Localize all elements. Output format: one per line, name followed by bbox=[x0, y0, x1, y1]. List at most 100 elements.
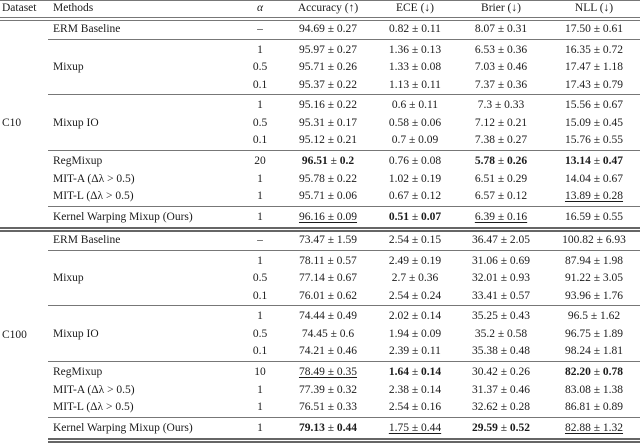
method-label: Kernel Warping Mixup (Ours) bbox=[48, 416, 240, 443]
ece-cell: 1.64 ± 0.14 bbox=[376, 361, 454, 382]
table-row: Mixup 1 78.11 ± 0.57 2.49 ± 0.19 31.06 ± 0.6… bbox=[0, 249, 640, 306]
table-row: 0.5 95.31 ± 0.17 0.58 ± 0.06 7.12 ± 0.21 15.… bbox=[0, 115, 640, 132]
table-row: C10 ERM Baseline – 94.69 ± 0.27 0.82 ± 0.11 8… bbox=[0, 19, 640, 129]
table-row: RegMixup 20 96.51 ± 0.2 0.76 ± 0.08 5.78 ± 0… bbox=[0, 149, 640, 171]
ece-cell: 0.7 ± 0.09 bbox=[391, 134, 439, 147]
alpha-cell: 0.1 bbox=[252, 78, 268, 91]
table-row: Kernel Warping Mixup (Ours) 1 96.16 ± 0.09… bbox=[0, 205, 640, 230]
brier-cell: 29.59 ± 0.52 bbox=[454, 416, 548, 443]
table-row: C100 ERM Baseline –73.47 ± 1.59 2.54 ± 0.15… bbox=[0, 226, 640, 441]
alpha-cell: 0.1 bbox=[252, 345, 268, 358]
accuracy-cell: 95.31 ± 0.17 bbox=[298, 116, 358, 129]
method-label: Kernel Warping Mixup (Ours) bbox=[48, 205, 240, 230]
nll-cell: 82.20 ± 0.78 bbox=[548, 361, 640, 382]
ece-cell: 2.38 ± 0.14 bbox=[388, 383, 442, 396]
col-header-alpha: α bbox=[240, 0, 280, 21]
brier-cell: 6.57 ± 0.12 bbox=[474, 190, 528, 203]
brier-cell: 7.03 ± 0.46 bbox=[474, 61, 528, 74]
accuracy-cell: 96.51 ± 0.2 bbox=[280, 149, 376, 171]
ece-cell: 1.02 ± 0.19 bbox=[388, 172, 442, 185]
nll-cell: 87.94 ± 1.98 bbox=[548, 249, 640, 271]
col-header-dataset: Dataset bbox=[0, 0, 48, 21]
alpha-cell: 0.1 bbox=[252, 134, 268, 147]
nll-cell: 17.43 ± 0.79 bbox=[564, 78, 624, 91]
col-header-brier: Brier (↓) bbox=[454, 0, 548, 21]
ece-cell: 2.54 ± 0.15 bbox=[376, 226, 454, 251]
alpha-cell: 1 bbox=[240, 94, 280, 115]
nll-cell: 14.04 ± 0.67 bbox=[564, 172, 624, 185]
accuracy-cell: 95.71 ± 0.26 bbox=[298, 61, 358, 74]
header-row: Dataset Methods α Accuracy (↑) ECE (↓) B… bbox=[0, 0, 640, 21]
alpha-cell: 0.5 bbox=[252, 116, 268, 129]
method-label: ERM Baseline bbox=[53, 22, 121, 35]
nll-cell: 15.09 ± 0.45 bbox=[564, 116, 624, 129]
brier-cell: 7.37 ± 0.36 bbox=[474, 78, 528, 91]
alpha-cell: – bbox=[240, 226, 280, 251]
accuracy-cell: 95.78 ± 0.22 bbox=[298, 172, 358, 185]
brier-cell: 35.25 ± 0.43 bbox=[454, 305, 548, 327]
table-row: MIT-A (Δλ > 0.5) 1 77.39 ± 0.32 2.38 ± 0.14… bbox=[0, 382, 640, 399]
nll-cell: 96.5 ± 1.62 bbox=[548, 305, 640, 327]
ece-cell: 0.58 ± 0.06 bbox=[388, 116, 442, 129]
brier-cell: 33.41 ± 0.57 bbox=[471, 289, 531, 302]
ece-cell: 2.02 ± 0.14 bbox=[376, 305, 454, 327]
table-body: C10 ERM Baseline –94.69 ± 0.27 0.82 ± 0.11 8… bbox=[0, 19, 640, 443]
alpha-cell: 1 bbox=[257, 190, 263, 203]
accuracy-cell: 95.37 ± 0.22 bbox=[298, 78, 358, 91]
ece-cell: 1.94 ± 0.09 bbox=[388, 327, 442, 340]
ece-cell: 0.51 ± 0.07 bbox=[376, 205, 454, 230]
ece-cell: 1.33 ± 0.08 bbox=[388, 61, 442, 74]
col-header-methods: Methods bbox=[48, 0, 240, 21]
ece-cell: 0.67 ± 0.12 bbox=[388, 190, 442, 203]
nll-cell: 17.47 ± 1.18 bbox=[564, 61, 624, 74]
brier-cell: 8.07 ± 0.31 bbox=[474, 22, 528, 35]
accuracy-cell: 96.16 ± 0.09 bbox=[280, 205, 376, 230]
ece-cell: 2.39 ± 0.11 bbox=[389, 345, 441, 358]
col-header-ece: ECE (↓) bbox=[376, 0, 454, 21]
method-label: Mixup IO bbox=[48, 305, 240, 362]
accuracy-cell: 74.44 ± 0.49 bbox=[280, 305, 376, 327]
brier-cell: 6.53 ± 0.36 bbox=[454, 38, 548, 60]
brier-cell: 35.38 ± 0.48 bbox=[471, 345, 531, 358]
method-label: RegMixup bbox=[48, 149, 240, 171]
method-label: Mixup IO bbox=[48, 94, 240, 151]
alpha-cell: 20 bbox=[240, 149, 280, 171]
table-row: 0.5 74.45 ± 0.6 1.94 ± 0.09 35.2 ± 0.58 96.7… bbox=[0, 326, 640, 343]
alpha-cell: 1 bbox=[240, 249, 280, 271]
method-label: RegMixup bbox=[48, 361, 240, 382]
ece-cell: 1.13 ± 0.11 bbox=[389, 78, 441, 91]
accuracy-cell: 79.13 ± 0.44 bbox=[280, 416, 376, 443]
ece-cell: 2.7 ± 0.36 bbox=[391, 272, 439, 285]
nll-cell: 15.56 ± 0.67 bbox=[548, 94, 640, 115]
method-label: MIT-A (Δλ > 0.5) bbox=[53, 172, 135, 185]
table-row: 0.5 95.71 ± 0.26 1.33 ± 0.08 7.03 ± 0.46 17.… bbox=[0, 59, 640, 76]
nll-cell: 82.88 ± 1.32 bbox=[548, 416, 640, 443]
brier-cell: 7.38 ± 0.27 bbox=[474, 134, 528, 147]
accuracy-cell: 74.45 ± 0.6 bbox=[301, 327, 355, 340]
brier-cell: 6.39 ± 0.16 bbox=[454, 205, 548, 230]
accuracy-cell: 94.69 ± 0.27 bbox=[298, 22, 358, 35]
ece-cell: 0.6 ± 0.11 bbox=[376, 94, 454, 115]
method-label: ERM Baseline bbox=[48, 226, 240, 251]
accuracy-cell: 74.21 ± 0.46 bbox=[298, 345, 358, 358]
brier-cell: 36.47 ± 2.05 bbox=[454, 226, 548, 251]
table-row: 0.1 95.37 ± 0.22 1.13 ± 0.11 7.37 ± 0.36 17.… bbox=[0, 77, 640, 95]
alpha-cell: 0.5 bbox=[252, 61, 268, 74]
accuracy-cell: 78.49 ± 0.35 bbox=[280, 361, 376, 382]
table-row: Mixup IO 1 95.16 ± 0.22 0.6 ± 0.11 7.3 ± 0.3… bbox=[0, 94, 640, 151]
accuracy-cell: 95.12 ± 0.21 bbox=[298, 134, 358, 147]
brier-cell: 31.37 ± 0.46 bbox=[471, 383, 531, 396]
nll-cell: 100.82 ± 6.93 bbox=[548, 226, 640, 251]
nll-cell: 93.96 ± 1.76 bbox=[564, 289, 624, 302]
table-row: 0.1 95.12 ± 0.21 0.7 ± 0.09 7.38 ± 0.27 15.7… bbox=[0, 132, 640, 150]
alpha-cell: 1 bbox=[257, 401, 263, 414]
nll-cell: 13.89 ± 0.28 bbox=[564, 190, 624, 203]
accuracy-cell: 73.47 ± 1.59 bbox=[280, 226, 376, 251]
alpha-cell: – bbox=[257, 22, 263, 35]
alpha-cell: 0.5 bbox=[252, 272, 268, 285]
table-row: 0.1 76.01 ± 0.62 2.54 ± 0.24 33.41 ± 0.57 93… bbox=[0, 288, 640, 306]
accuracy-cell: 76.51 ± 0.33 bbox=[298, 401, 358, 414]
ece-cell: 1.75 ± 0.44 bbox=[376, 416, 454, 443]
nll-cell: 96.75 ± 1.89 bbox=[564, 327, 624, 340]
accuracy-cell: 95.97 ± 0.27 bbox=[280, 38, 376, 60]
